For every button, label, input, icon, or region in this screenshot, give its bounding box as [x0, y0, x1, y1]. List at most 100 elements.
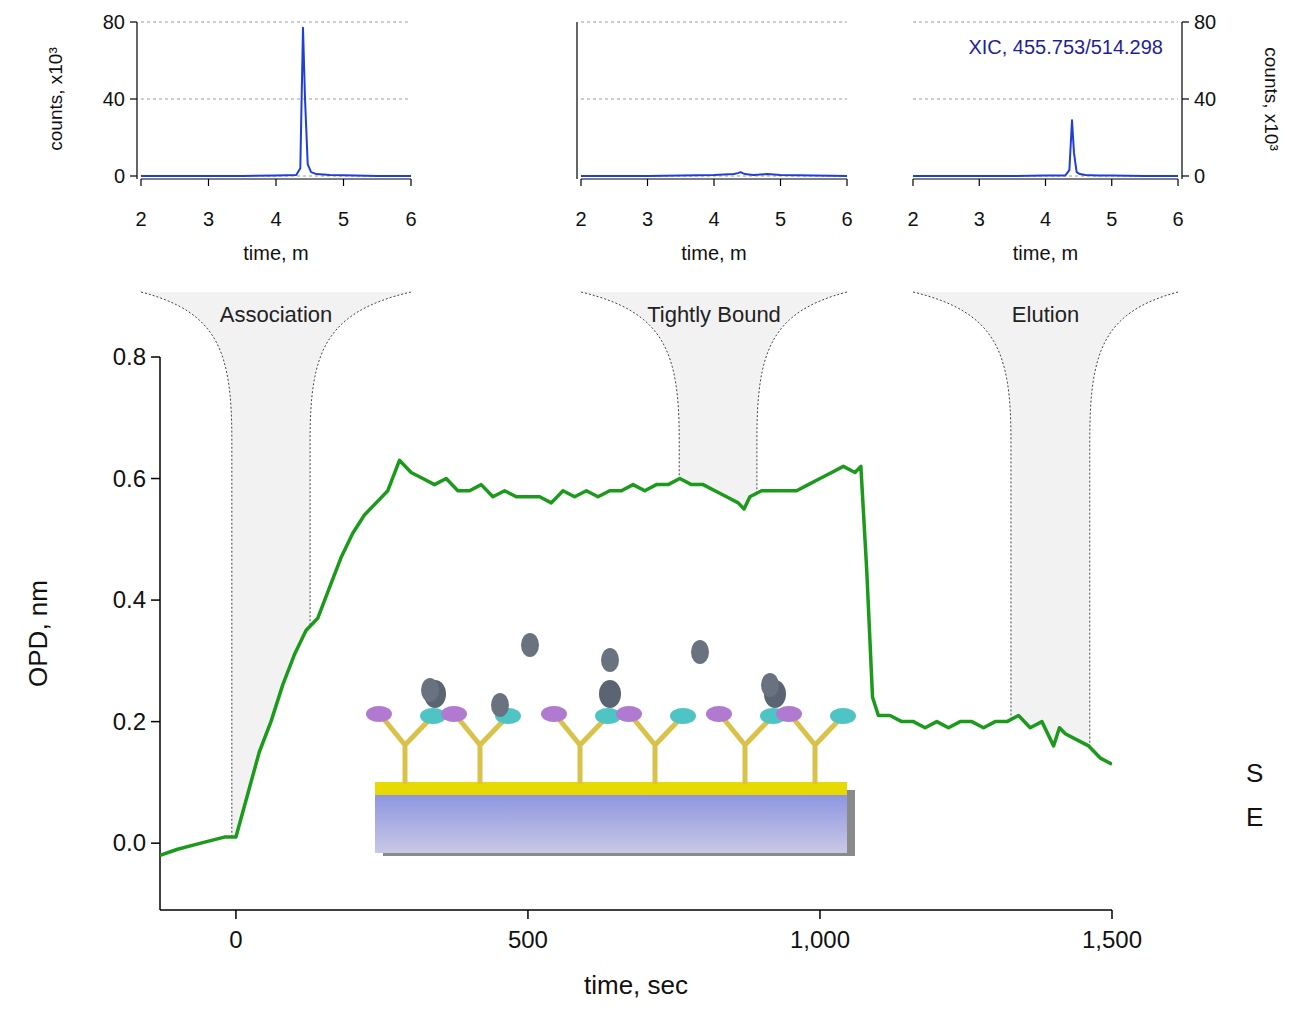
y-tick-label: 0 — [1194, 165, 1205, 187]
y-tick — [151, 721, 160, 723]
x-tick-label: 5 — [1106, 208, 1117, 230]
y-tick-label: 0.0 — [113, 829, 146, 856]
x-tick-label: 0 — [229, 926, 242, 953]
x-tick-label: 2 — [907, 208, 918, 230]
x-tick-label: 2 — [575, 208, 586, 230]
x-tick — [1177, 179, 1178, 186]
y-tick-label: 0.8 — [113, 343, 146, 370]
series-group — [141, 28, 411, 176]
x-tick — [235, 910, 237, 919]
y-tick — [130, 98, 137, 99]
antibody — [723, 718, 769, 782]
y-tick — [1182, 175, 1189, 176]
panel-title: XIC, 455.753/514.298 — [968, 36, 1163, 58]
region-label: Association — [220, 302, 333, 327]
x-tick — [846, 179, 847, 186]
region-label: Elution — [1012, 302, 1079, 327]
grid-line — [913, 22, 1178, 23]
x-tick — [780, 179, 781, 186]
figure: 23456time, m04080counts, x10³23456time, … — [0, 0, 1299, 1029]
annotation: E — [1246, 802, 1263, 832]
antigen-free — [761, 673, 779, 697]
x-tick-label: 2 — [135, 208, 146, 230]
x-tick-label: 500 — [508, 926, 548, 953]
x-tick-label: 4 — [708, 208, 719, 230]
y-tick-label: 0 — [114, 165, 125, 187]
x-axis-title: time, m — [1013, 242, 1079, 264]
grid-line — [141, 22, 411, 23]
x-tick-label: 5 — [775, 208, 786, 230]
y-tick — [1182, 98, 1189, 99]
y-axis — [576, 22, 577, 179]
series-group — [581, 172, 847, 176]
region-fill — [913, 292, 1178, 747]
antibody-arm — [441, 706, 467, 722]
xic-panel: 23456time, m04080counts, x10³ — [45, 11, 417, 264]
region-edge — [141, 292, 232, 837]
region-label: Tightly Bound — [647, 302, 781, 327]
opd-trace — [160, 460, 1112, 855]
y-tick-label: 0.2 — [113, 708, 146, 735]
y-axis — [1181, 22, 1182, 179]
antibody-arm — [670, 708, 696, 724]
xic-trace — [581, 172, 847, 176]
antibody-arm — [616, 706, 642, 722]
y-tick — [130, 175, 137, 176]
antibody — [558, 718, 604, 782]
y-tick — [151, 356, 160, 358]
x-axis-title: time, m — [243, 242, 309, 264]
y2-axis-title: counts, x10³ — [1261, 47, 1282, 151]
x-tick — [208, 179, 209, 186]
y-tick-label: 0.6 — [113, 465, 146, 492]
x-tick — [713, 179, 714, 186]
region-edge — [913, 292, 1011, 719]
series-group — [913, 120, 1178, 176]
antigen-bound — [599, 680, 621, 708]
x-axis — [160, 909, 1112, 911]
antigen-free — [601, 648, 619, 672]
x-tick-label: 5 — [338, 208, 349, 230]
grid-line — [581, 99, 847, 100]
antibody-arm — [776, 706, 802, 722]
y-tick-label: 80 — [1194, 11, 1216, 33]
x-tick — [410, 179, 411, 186]
antibody — [458, 718, 504, 782]
antibody — [383, 718, 429, 782]
x-tick — [1045, 179, 1046, 186]
y-axis — [136, 22, 137, 179]
xic-panel: 23456time, m04080counts, x10³XIC, 455.75… — [907, 11, 1282, 264]
antigen-free — [521, 633, 539, 657]
y-axis-title: OPD, nm — [23, 580, 53, 687]
antibody-arm — [541, 706, 567, 722]
x-tick — [580, 179, 581, 186]
xic-panel: 23456time, m — [575, 22, 852, 264]
x-tick — [912, 179, 913, 186]
region-edge — [310, 292, 411, 626]
y-tick — [151, 478, 160, 480]
y-tick-label: 80 — [103, 11, 125, 33]
xic-trace — [141, 28, 411, 176]
x-tick-label: 3 — [203, 208, 214, 230]
x-tick — [979, 179, 980, 186]
xic-trace — [913, 120, 1178, 176]
slab — [375, 795, 847, 853]
regions: Association Tightly Bound Elution — [141, 292, 1178, 837]
y-tick — [151, 842, 160, 844]
antigen-free — [691, 640, 709, 664]
x-tick — [527, 910, 529, 919]
main-axes: 05001,0001,5000.00.20.40.60.8time, secOP… — [23, 343, 1142, 1000]
y-tick — [130, 21, 137, 22]
x-tick — [343, 179, 344, 186]
region-edge — [1090, 292, 1178, 747]
x-tick — [275, 179, 276, 186]
y-tick — [151, 599, 160, 601]
annotation: S — [1246, 758, 1263, 788]
x-tick-label: 4 — [1040, 208, 1051, 230]
y-tick-label: 0.4 — [113, 586, 146, 613]
antibody-arm — [366, 706, 392, 722]
antigen-free — [491, 693, 509, 717]
x-tick-label: 1,500 — [1082, 926, 1142, 953]
x-tick — [647, 179, 648, 186]
x-axis-title: time, sec — [584, 970, 688, 1000]
grid-line — [141, 99, 411, 100]
